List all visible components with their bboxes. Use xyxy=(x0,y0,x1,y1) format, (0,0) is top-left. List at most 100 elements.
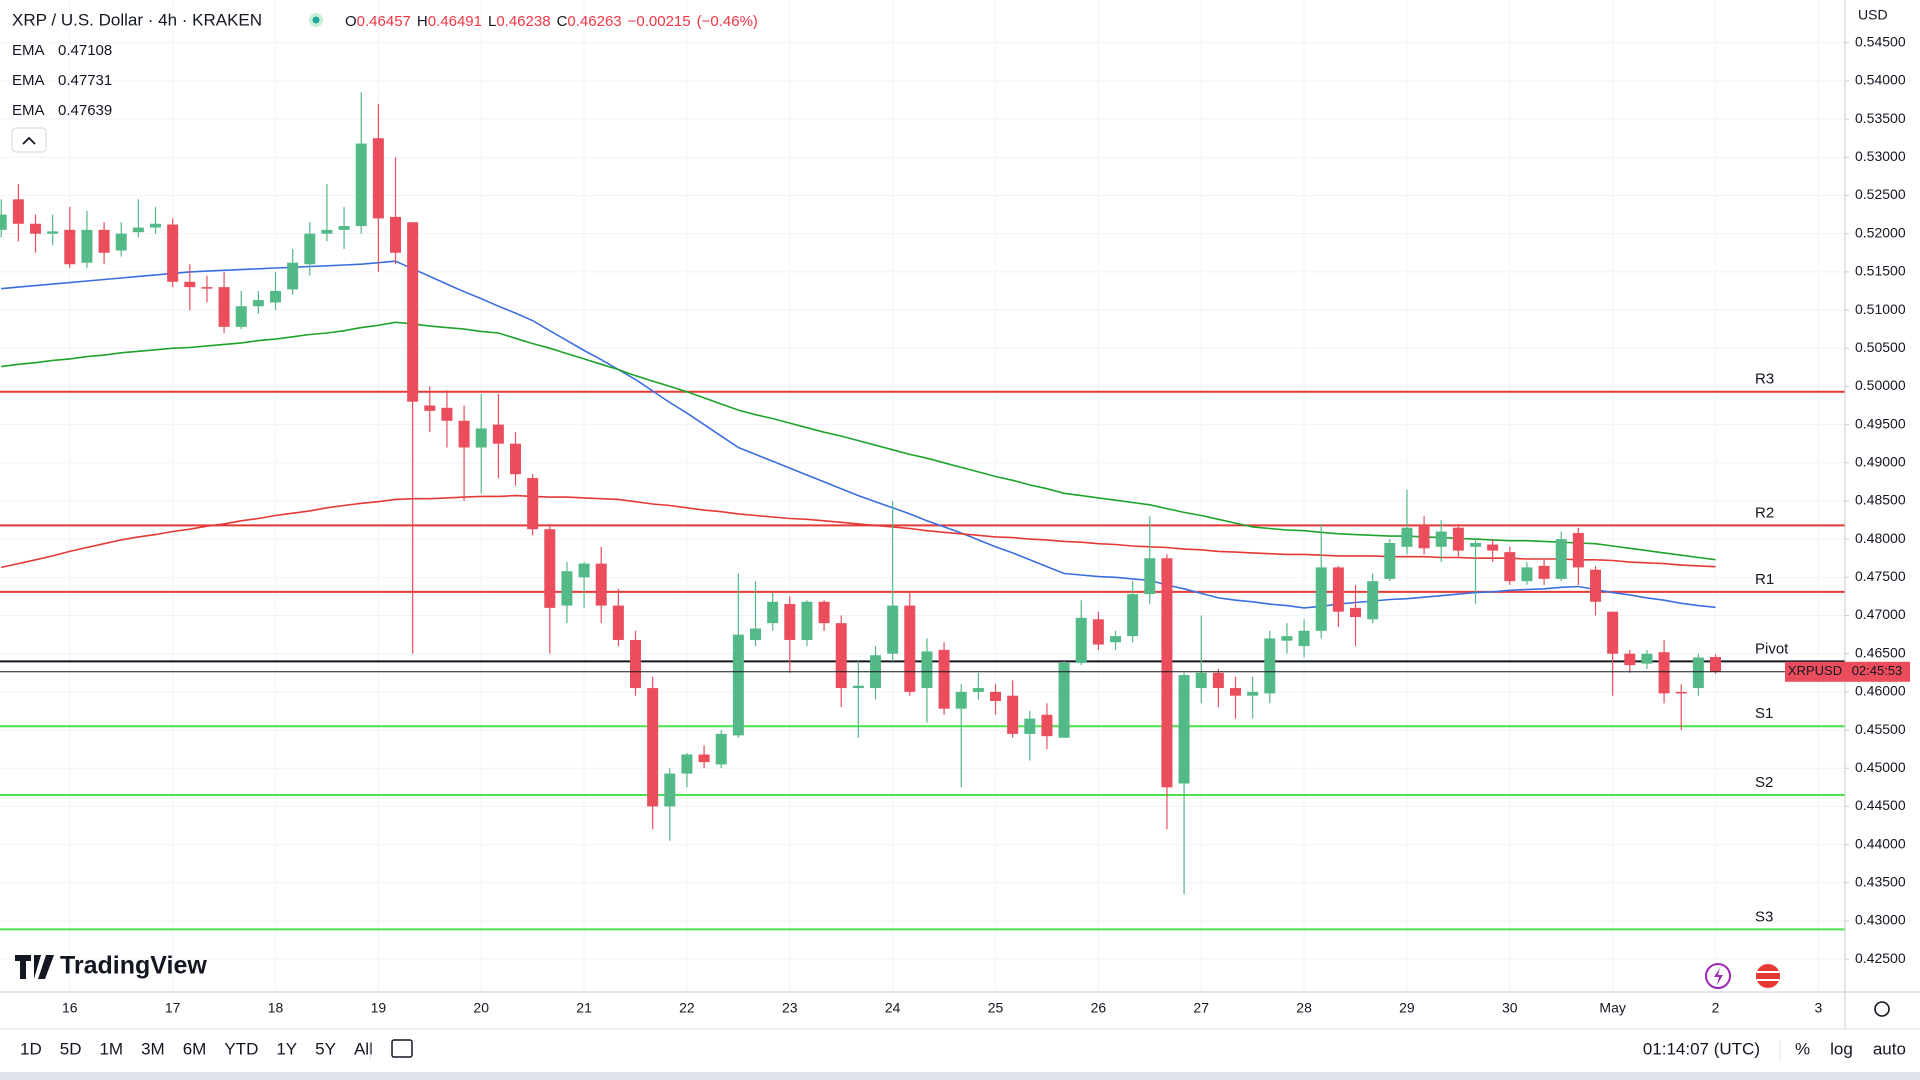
x-tick-label: 20 xyxy=(473,1000,489,1016)
scale-option[interactable]: log xyxy=(1830,1039,1853,1058)
candle-body xyxy=(235,306,247,327)
candle-body xyxy=(715,733,727,765)
candle-body xyxy=(475,428,487,448)
candle-body xyxy=(115,233,127,251)
x-tick-label: 24 xyxy=(885,1000,901,1016)
pivot-level-label: Pivot xyxy=(1755,640,1789,657)
candle-body xyxy=(1538,565,1550,579)
scale-option[interactable]: % xyxy=(1795,1039,1810,1058)
ohlc-readout: O0.46457 H0.46491 L0.46238 C0.46263 −0.00215… xyxy=(345,13,758,30)
market-flag-icon[interactable] xyxy=(1756,964,1780,988)
range-button[interactable]: 1Y xyxy=(276,1039,297,1058)
alert-icon[interactable] xyxy=(1705,963,1731,989)
range-button[interactable]: 5Y xyxy=(315,1039,336,1058)
header: XRP / U.S. Dollar · 4h · KRAKEN O0.46457… xyxy=(11,10,758,153)
price-tag-symbol-box xyxy=(1785,661,1845,682)
x-tick-label: 2 xyxy=(1712,1000,1720,1016)
candle-body xyxy=(81,229,93,263)
flag-stripes xyxy=(1757,971,1779,981)
y-tick-label: 0.54500 xyxy=(1855,33,1906,49)
y-tick-label: 0.43000 xyxy=(1855,912,1906,928)
candle-body xyxy=(1212,672,1224,689)
candle-body xyxy=(955,691,967,709)
settings-icon[interactable] xyxy=(1874,1001,1890,1017)
scale-option[interactable]: auto xyxy=(1873,1039,1906,1058)
candle-body xyxy=(1675,691,1687,694)
y-tick-label: 0.48000 xyxy=(1855,530,1906,546)
ema-legend-value: 0.47108 xyxy=(58,42,112,59)
candle-body xyxy=(630,639,642,689)
candle-body xyxy=(818,601,830,624)
range-button[interactable]: YTD xyxy=(224,1039,258,1058)
y-tick-label: 0.45500 xyxy=(1855,721,1906,737)
candle-body xyxy=(887,605,899,654)
logo-text: TradingView xyxy=(60,952,207,980)
candle-body xyxy=(252,300,264,307)
y-tick-label: 0.48500 xyxy=(1855,492,1906,508)
logo-mark xyxy=(15,955,54,979)
candle-body xyxy=(921,651,933,689)
pivot-level-label: S2 xyxy=(1755,774,1773,791)
candle-body xyxy=(1418,525,1430,549)
candle-body xyxy=(1332,567,1344,612)
pivot-level-label: S1 xyxy=(1755,705,1773,722)
candle-body xyxy=(1144,558,1156,595)
x-tick-label: 19 xyxy=(371,1000,387,1016)
y-tick-label: 0.52500 xyxy=(1855,186,1906,202)
candle-body xyxy=(132,227,144,233)
collapse-icon xyxy=(22,136,36,145)
candle-body xyxy=(1607,611,1619,654)
candle-body xyxy=(1350,607,1362,618)
range-button[interactable]: 5D xyxy=(60,1039,82,1058)
candle-body xyxy=(1658,652,1670,694)
candle-body xyxy=(390,216,402,253)
candle-body xyxy=(1298,630,1310,647)
candle-body xyxy=(30,223,42,234)
candle-body xyxy=(647,688,659,807)
candle-body xyxy=(12,199,24,224)
x-tick-label: 3 xyxy=(1814,1000,1822,1016)
candle-body xyxy=(1624,653,1636,666)
candle-body xyxy=(355,143,367,227)
collapse-legend-button[interactable] xyxy=(11,127,47,153)
candle-body xyxy=(1058,662,1070,738)
y-tick-label: 0.51500 xyxy=(1855,263,1906,279)
candle-body xyxy=(698,754,710,763)
low-label: L xyxy=(488,13,496,30)
range-button[interactable]: 1D xyxy=(20,1039,42,1058)
y-tick-label: 0.44500 xyxy=(1855,797,1906,813)
candle-body xyxy=(1110,636,1122,643)
y-tick-label: 0.43500 xyxy=(1855,873,1906,889)
x-tick-label: 16 xyxy=(62,1000,78,1016)
candle-body xyxy=(527,478,539,530)
close-label: C xyxy=(557,13,568,30)
candle-body xyxy=(98,229,110,253)
ema-legend-value: 0.47639 xyxy=(58,102,112,119)
clock[interactable]: 01:14:07 (UTC) xyxy=(1643,1039,1760,1058)
candle-body xyxy=(1401,527,1413,547)
price-tag-countdown-box xyxy=(1845,661,1910,682)
high-value: 0.46491 xyxy=(428,13,482,30)
range-button[interactable]: 6M xyxy=(183,1039,207,1058)
range-button[interactable]: 3M xyxy=(141,1039,165,1058)
low-value: 0.46238 xyxy=(496,13,550,30)
range-button[interactable]: 1M xyxy=(99,1039,123,1058)
date-range-icon[interactable] xyxy=(391,1039,413,1058)
candle-body xyxy=(338,226,350,230)
range-button[interactable]: All xyxy=(354,1039,373,1058)
x-tick-label: 22 xyxy=(679,1000,695,1016)
bottom-strip xyxy=(0,1072,1920,1080)
candle-body xyxy=(1024,718,1036,734)
close-value: 0.46263 xyxy=(567,13,621,30)
candle-body xyxy=(938,649,950,709)
change-value: −0.00215 xyxy=(628,13,691,30)
y-tick-label: 0.50500 xyxy=(1855,339,1906,355)
y-tick-label: 0.45000 xyxy=(1855,759,1906,775)
candle-body xyxy=(1487,544,1499,551)
x-tick-label: 18 xyxy=(268,1000,284,1016)
ema-lines xyxy=(1,260,1716,609)
candle-body xyxy=(1452,527,1464,551)
